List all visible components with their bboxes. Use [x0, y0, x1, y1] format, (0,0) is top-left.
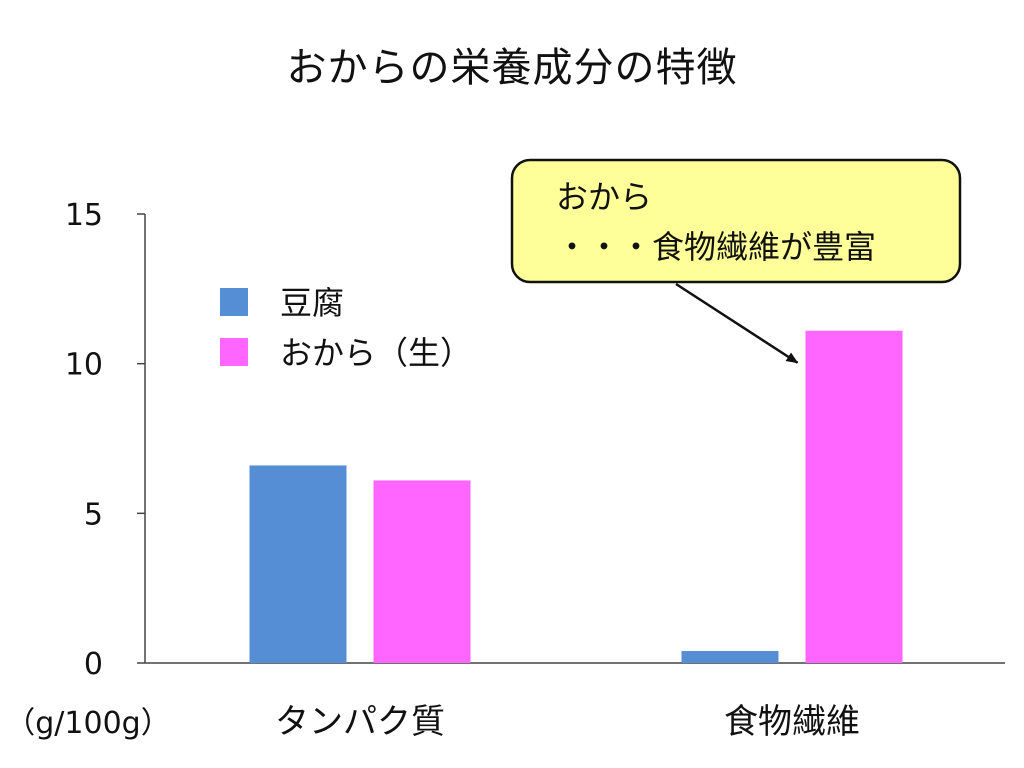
callout-arrow [675, 282, 799, 364]
callout-text-line: おから [556, 178, 652, 216]
y-tick-label: 15 [65, 198, 103, 233]
bar [373, 480, 471, 663]
y-tick-label: 0 [84, 647, 103, 682]
unit-label: （g/100g） [5, 706, 170, 741]
legend-label: おから（生） [280, 334, 472, 372]
legend-label: 豆腐 [280, 284, 344, 322]
legend-swatch [220, 288, 248, 316]
callout-text-line: ・・・食物繊維が豊富 [556, 228, 876, 266]
x-category-label: タンパク質 [275, 702, 445, 742]
legend-swatch [220, 338, 248, 366]
chart-title: おからの栄養成分の特徴 [286, 45, 738, 91]
bar [681, 651, 779, 663]
bar [249, 465, 347, 663]
callout-box [510, 158, 962, 284]
y-tick-label: 5 [84, 497, 103, 532]
bar [805, 330, 903, 663]
y-tick-label: 10 [65, 348, 103, 383]
x-category-label: 食物繊維 [724, 702, 860, 742]
